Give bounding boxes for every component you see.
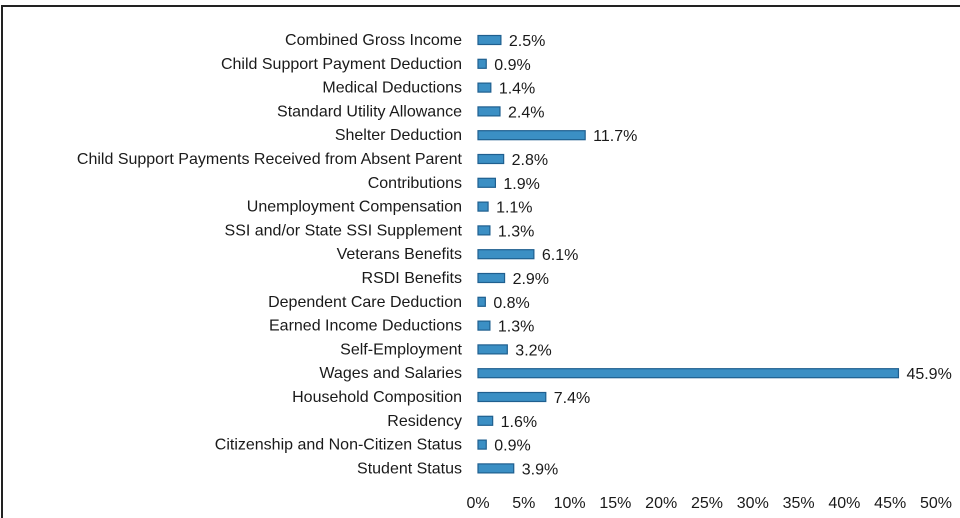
bar (477, 153, 505, 165)
data-label: 7.4% (554, 390, 590, 407)
x-tick-label: 30% (737, 495, 769, 512)
category-label: Citizenship and Non-Citizen Status (215, 437, 462, 454)
bars (477, 34, 900, 474)
bar (477, 296, 486, 307)
data-label: 45.9% (906, 366, 951, 383)
category-label: Dependent Care Deduction (268, 294, 462, 311)
bar (477, 391, 547, 403)
bar (477, 130, 586, 141)
data-label: 2.4% (508, 104, 544, 121)
bar (477, 320, 491, 331)
category-label: Veterans Benefits (337, 246, 462, 263)
category-label: Self-Employment (340, 341, 462, 358)
category-label: Student Status (357, 460, 462, 477)
bar (477, 201, 489, 212)
x-tick-label: 20% (645, 495, 677, 512)
data-label: 1.3% (498, 319, 534, 336)
category-label: Child Support Payments Received from Abs… (77, 151, 463, 168)
category-label: Standard Utility Allowance (277, 103, 462, 120)
data-label: 2.5% (509, 33, 545, 50)
data-label: 0.9% (494, 438, 530, 455)
category-label: Unemployment Compensation (247, 199, 462, 216)
category-label: Contributions (368, 175, 462, 192)
x-axis-ticks: 0% 5% 10% 15% 20% 25% 30% 35% 40% 45% 50% (466, 495, 952, 512)
category-label: Medical Deductions (322, 80, 462, 97)
category-labels: Combined Gross Income Child Support Payme… (77, 32, 463, 477)
bar (477, 34, 502, 46)
bar (477, 177, 497, 188)
category-label: Residency (387, 413, 462, 430)
x-tick-label: 35% (783, 495, 815, 512)
x-tick-label: 40% (828, 495, 860, 512)
category-label: RSDI Benefits (362, 270, 462, 287)
x-tick-label: 10% (554, 495, 586, 512)
x-tick-label: 50% (920, 495, 952, 512)
category-label: SSI and/or State SSI Supplement (225, 222, 463, 239)
category-label: Combined Gross Income (285, 32, 462, 49)
bar (477, 58, 487, 69)
bar (477, 225, 491, 236)
data-label: 2.9% (513, 271, 549, 288)
bar (477, 463, 515, 474)
data-label: 3.9% (522, 461, 558, 478)
data-label: 3.2% (515, 342, 551, 359)
data-label: 1.6% (501, 414, 537, 431)
bar (477, 415, 494, 426)
data-label: 1.1% (496, 200, 532, 217)
data-label: 1.4% (499, 81, 535, 98)
x-tick-label: 0% (466, 495, 489, 512)
data-label: 11.7% (593, 128, 637, 145)
x-tick-label: 15% (599, 495, 631, 512)
data-label: 1.3% (498, 223, 534, 240)
category-label: Child Support Payment Deduction (221, 56, 462, 73)
chart-border (1, 5, 960, 518)
x-tick-label: 5% (512, 495, 535, 512)
bar (477, 82, 492, 93)
bar (477, 249, 535, 260)
x-tick-label: 45% (874, 495, 906, 512)
category-label: Earned Income Deductions (269, 318, 462, 335)
data-label: 6.1% (542, 247, 578, 264)
data-label: 2.8% (512, 152, 548, 169)
category-label: Shelter Deduction (335, 127, 462, 144)
data-label: 0.8% (493, 295, 529, 312)
data-labels: 2.5% 0.9% 1.4% 2.4% 11.7% 2.8% 1.9% 1.1% 1.3% 6.1… (493, 33, 951, 478)
data-label: 1.9% (503, 176, 539, 193)
bar (477, 106, 501, 117)
category-label: Wages and Salaries (319, 365, 462, 382)
data-label: 0.9% (494, 57, 530, 74)
bar (477, 344, 508, 355)
x-tick-label: 25% (691, 495, 723, 512)
bar (477, 439, 487, 450)
category-label: Household Composition (292, 389, 462, 406)
bar (477, 272, 506, 284)
bar (477, 368, 900, 379)
